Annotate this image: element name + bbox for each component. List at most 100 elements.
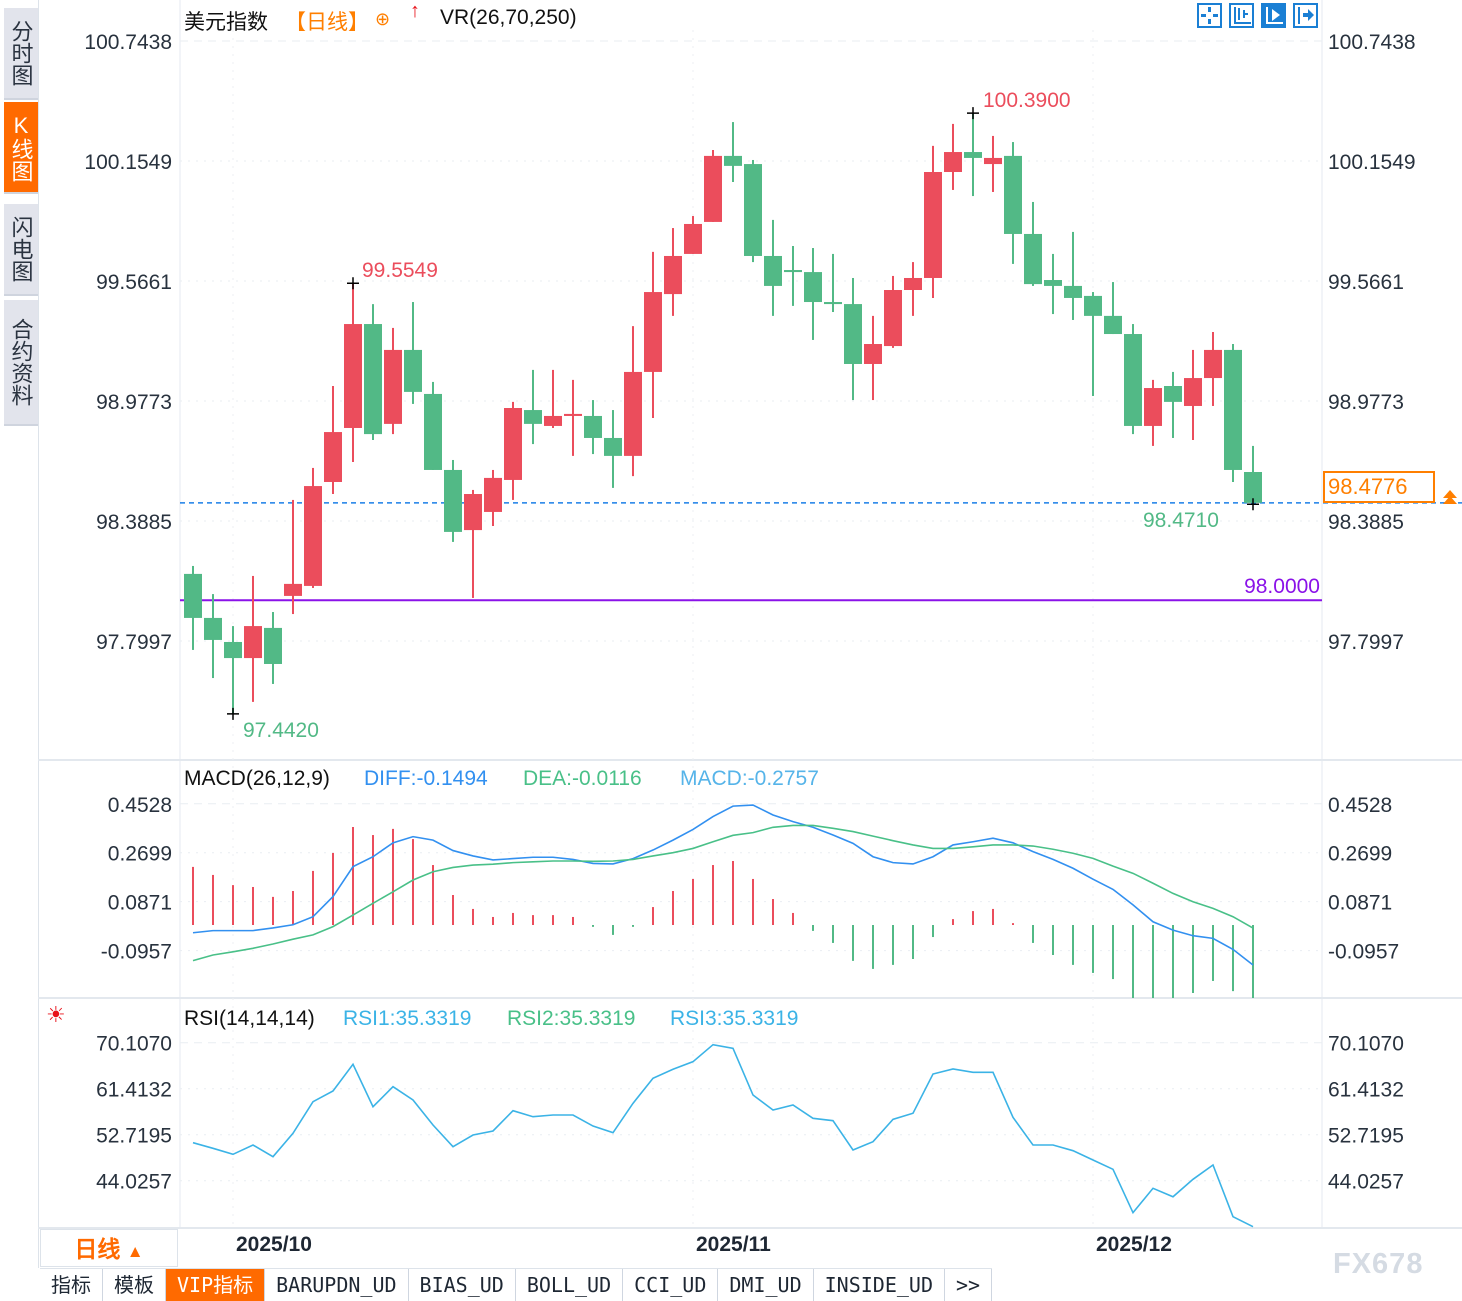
candle [644, 251, 662, 418]
candle-body [1184, 378, 1202, 406]
crosshair-icon[interactable] [1197, 3, 1222, 28]
rsi-axis-right-tick: 70.1070 [1328, 1033, 1404, 1056]
tab-barupdn[interactable]: BARUPDN_UD [265, 1269, 409, 1301]
candle [204, 594, 222, 679]
rsi-title: RSI(14,14,14) [184, 1007, 315, 1030]
price-axis-left-tick: 99.5661 [96, 271, 172, 294]
candle-body [864, 344, 882, 364]
candle [1024, 201, 1042, 286]
tab-cci[interactable]: CCI_UD [623, 1269, 719, 1301]
candle [364, 304, 382, 441]
sidebar-item-timeshare[interactable]: 分时图 [4, 8, 38, 100]
rsi-axis-left-tick: 61.4132 [96, 1079, 172, 1102]
candle [1004, 142, 1022, 264]
price-axis-left-tick: 97.7997 [96, 631, 172, 654]
local-high-price-label: 99.5549 [362, 259, 438, 282]
rsi2-value: RSI2:35.3319 [507, 1007, 636, 1030]
candle-body [844, 304, 862, 364]
extreme-marker [967, 107, 979, 120]
candle-body [284, 583, 302, 596]
candle-body [504, 408, 522, 480]
candle [824, 253, 842, 313]
candle-body [444, 469, 462, 532]
candle [904, 262, 922, 316]
candle [1124, 324, 1142, 435]
candle-body [264, 627, 282, 664]
candle-body [764, 255, 782, 286]
tab-templates[interactable]: 模板 [103, 1269, 166, 1301]
macd-axis-left-tick: 0.4528 [108, 794, 172, 817]
crosshair-circle-icon[interactable]: ⊕ [375, 9, 391, 29]
candle-body [244, 626, 262, 659]
candle [324, 385, 342, 495]
candle [884, 275, 902, 348]
candle-body [604, 437, 622, 456]
vr-indicator-label[interactable]: VR(26,70,250) [440, 6, 577, 29]
candle-body [304, 486, 322, 586]
candle-body [324, 432, 342, 482]
last-low-price-label: 98.4710 [1143, 509, 1219, 532]
tab-dmi[interactable]: DMI_UD [718, 1269, 814, 1301]
tab-bias[interactable]: BIAS_UD [409, 1269, 516, 1301]
candle [384, 327, 402, 435]
candle [984, 135, 1002, 192]
candle-body [684, 223, 702, 254]
candle [504, 401, 522, 500]
red-up-arrow-icon[interactable]: ↑ [410, 0, 420, 22]
candle-body [1224, 349, 1242, 470]
tab-more-button[interactable]: >> [945, 1269, 993, 1301]
move-right-icon[interactable] [1293, 3, 1318, 28]
candle [1244, 445, 1262, 505]
candle-body [1104, 315, 1122, 335]
candle [1144, 379, 1162, 446]
candle [1044, 253, 1062, 315]
rsi-line [192, 1043, 1254, 1228]
candle-body [544, 415, 562, 426]
tab-inside[interactable]: INSIDE_UD [814, 1269, 946, 1301]
candle-body [1004, 155, 1022, 234]
macd-diff-value: DIFF:-0.1494 [364, 767, 488, 790]
candle-body [624, 371, 642, 456]
period-selector[interactable]: 日线 ▲ [40, 1229, 178, 1267]
macd-title: MACD(26,12,9) [184, 767, 330, 790]
tab-vip-indicators[interactable]: VIP指标 [166, 1269, 266, 1301]
range-axis-icon[interactable] [1229, 3, 1254, 28]
period-selector-label: 日线 [74, 1236, 121, 1262]
rsi-axis-right-tick: 61.4132 [1328, 1079, 1404, 1102]
sidebar-item-contract-info[interactable]: 合约资料 [4, 300, 38, 426]
candle-body [1024, 233, 1042, 285]
candle [304, 467, 322, 588]
tab-boll[interactable]: BOLL_UD [516, 1269, 624, 1301]
candle [1064, 231, 1082, 320]
date-label: 2025/11 [696, 1233, 771, 1256]
candle [184, 565, 202, 650]
macd-dea-line [192, 824, 1254, 962]
macd-axis-right-tick: -0.0957 [1328, 941, 1399, 964]
candle-body [1044, 280, 1062, 286]
price-axis-right-tick: 98.3885 [1328, 511, 1404, 534]
macd-axis-left-tick: 0.2699 [108, 843, 172, 866]
candle-body [964, 152, 982, 158]
macd-axis-right-tick: 0.2699 [1328, 843, 1392, 866]
sidebar-item-kline[interactable]: K线图 [4, 102, 38, 194]
rsi3-value: RSI3:35.3319 [670, 1007, 799, 1030]
candle [724, 122, 742, 182]
candle-body [464, 494, 482, 531]
candle-body [1144, 388, 1162, 426]
extreme-marker [347, 277, 359, 290]
sidebar-item-flash[interactable]: 闪电图 [4, 204, 38, 296]
candle-body [484, 477, 502, 512]
candle [664, 228, 682, 316]
candle-body [384, 349, 402, 424]
rsi-axis-left-tick: 70.1070 [96, 1033, 172, 1056]
candle [1204, 331, 1222, 406]
candle-body [584, 415, 602, 438]
date-label: 2025/12 [1096, 1233, 1172, 1256]
sun-settings-icon[interactable]: ☀ [46, 1002, 66, 1027]
candle-body [564, 413, 582, 416]
tab-indicators[interactable]: 指标 [40, 1269, 103, 1301]
play-axis-icon[interactable] [1261, 3, 1286, 28]
macd-diff-line [192, 804, 1254, 966]
candle [344, 283, 362, 463]
